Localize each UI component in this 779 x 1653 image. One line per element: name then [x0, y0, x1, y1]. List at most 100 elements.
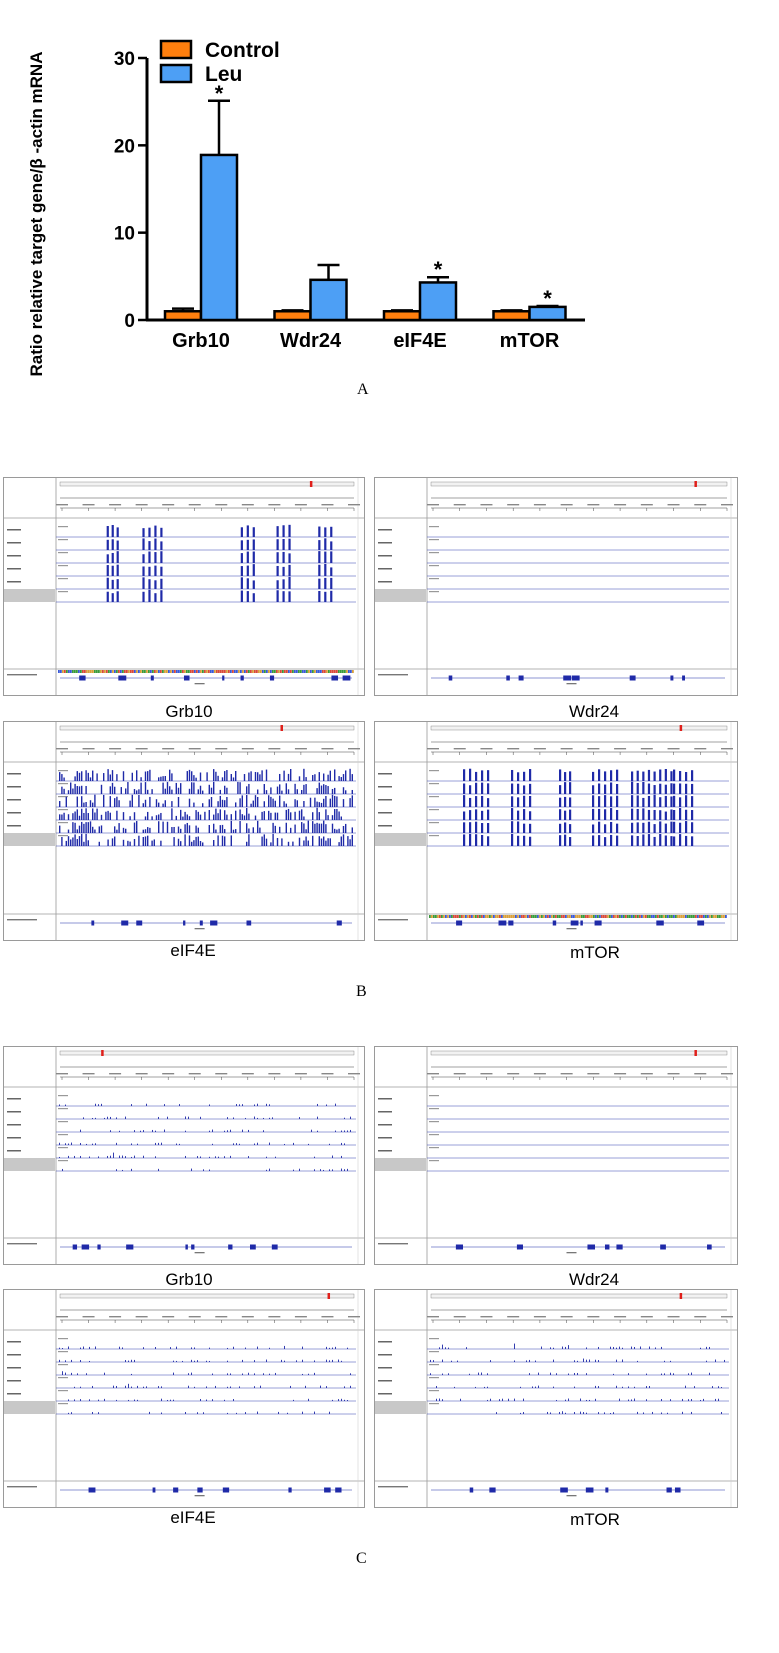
coverage-peak [147, 827, 149, 833]
sequence-base [268, 670, 270, 673]
sequence-base [531, 915, 533, 918]
coverage-peak [76, 829, 78, 833]
coverage-peak [610, 770, 613, 781]
coverage-peak [487, 1386, 488, 1388]
coverage-peak [116, 1169, 117, 1171]
coverage-peak [177, 826, 180, 833]
coverage-peak [116, 1117, 117, 1119]
sequence-base [621, 915, 623, 918]
coverage-peak [636, 795, 639, 807]
coverage-peak [158, 777, 160, 781]
coverage-peak [59, 1142, 60, 1145]
coverage-peak [330, 567, 333, 576]
coverage-peak [442, 1399, 443, 1401]
ruler-tick-text [109, 1316, 122, 1318]
sequence-base [74, 670, 76, 673]
coverage-peak [217, 835, 219, 846]
coverage-peak [233, 1143, 234, 1145]
sample-name [7, 1150, 21, 1152]
coverage-peak [691, 836, 694, 846]
coverage-peak [111, 552, 114, 563]
coverage-peak [177, 787, 180, 794]
coverage-peak [200, 1156, 201, 1158]
coverage-peak [119, 1155, 120, 1158]
ruler-tick-text [82, 1316, 95, 1318]
coverage-peak [325, 824, 327, 833]
coverage-peak [616, 1385, 617, 1388]
coverage-peak [659, 783, 662, 794]
coverage-peak [342, 774, 345, 781]
coverage-peak [71, 1372, 72, 1375]
coverage-peak [81, 785, 83, 794]
bar-control-mtor [492, 310, 531, 322]
sequence-base [517, 915, 519, 918]
coverage-peak [240, 577, 243, 589]
ruler-tick-text [667, 1316, 680, 1318]
gene-exon [126, 1244, 134, 1250]
coverage-peak [119, 1346, 120, 1349]
coverage-peak [616, 1359, 617, 1362]
coverage-peak [664, 823, 667, 833]
coverage-peak [92, 826, 94, 833]
coverage-peak [664, 1360, 665, 1362]
coverage-peak [136, 790, 138, 794]
coverage-peak [583, 1412, 584, 1414]
coverage-peak [116, 1142, 117, 1145]
coverage-peak [109, 812, 111, 820]
data-range-label [429, 1403, 439, 1405]
coverage-peak [197, 1156, 198, 1158]
coverage-peak [213, 781, 215, 794]
sequence-base [463, 915, 465, 918]
coverage-peak [254, 1386, 255, 1388]
coverage-peak [203, 1412, 204, 1414]
gene-exon [72, 1244, 78, 1250]
coverage-peak [200, 1398, 201, 1401]
sequence-base [725, 915, 727, 918]
sequence-base [593, 915, 595, 918]
data-range-label [58, 1160, 68, 1162]
coverage-peak [140, 782, 142, 794]
coverage-peak [314, 774, 316, 781]
coverage-peak [347, 836, 349, 846]
coverage-peak [203, 1169, 204, 1171]
coverage-peak [302, 1411, 303, 1414]
coverage-peak [523, 809, 526, 820]
coverage-peak [344, 1117, 345, 1119]
coverage-peak [631, 835, 634, 846]
ruler-tick-text [348, 504, 360, 506]
coverage-peak [636, 835, 639, 846]
coverage-peak [592, 771, 595, 781]
coverage-peak [151, 840, 153, 846]
annotation-track-name [378, 674, 408, 676]
sequence-base [541, 915, 543, 918]
gene-exon [183, 675, 190, 681]
coverage-peak [154, 565, 157, 576]
sequence-base [200, 670, 202, 673]
ruler-tick-text [640, 1316, 653, 1318]
coverage-peak [303, 823, 305, 833]
coverage-peak [257, 1103, 258, 1106]
coverage-peak [217, 801, 219, 807]
coverage-peak [622, 1386, 623, 1388]
coverage-peak [559, 809, 562, 820]
coverage-peak [70, 839, 72, 846]
coverage-peak [532, 1386, 533, 1388]
coverage-peak [293, 1399, 294, 1401]
coverage-peak [173, 1399, 174, 1401]
coverage-peak [131, 1143, 132, 1145]
coverage-peak [235, 802, 237, 807]
significance-marker: * [434, 257, 443, 282]
coverage-peak [301, 789, 303, 794]
sequence-base [511, 915, 513, 918]
coverage-peak [204, 811, 206, 820]
ruler-tick-text [82, 748, 95, 750]
sequence-base [461, 915, 463, 918]
coverage-peak [65, 1143, 66, 1145]
coverage-peak [72, 822, 74, 833]
coverage-peak [329, 1169, 330, 1171]
coverage-peak [670, 783, 673, 794]
coverage-peak [95, 1346, 96, 1349]
igv-browser-view [375, 722, 737, 940]
sequence-base [491, 915, 493, 918]
gene-exon [269, 675, 275, 681]
